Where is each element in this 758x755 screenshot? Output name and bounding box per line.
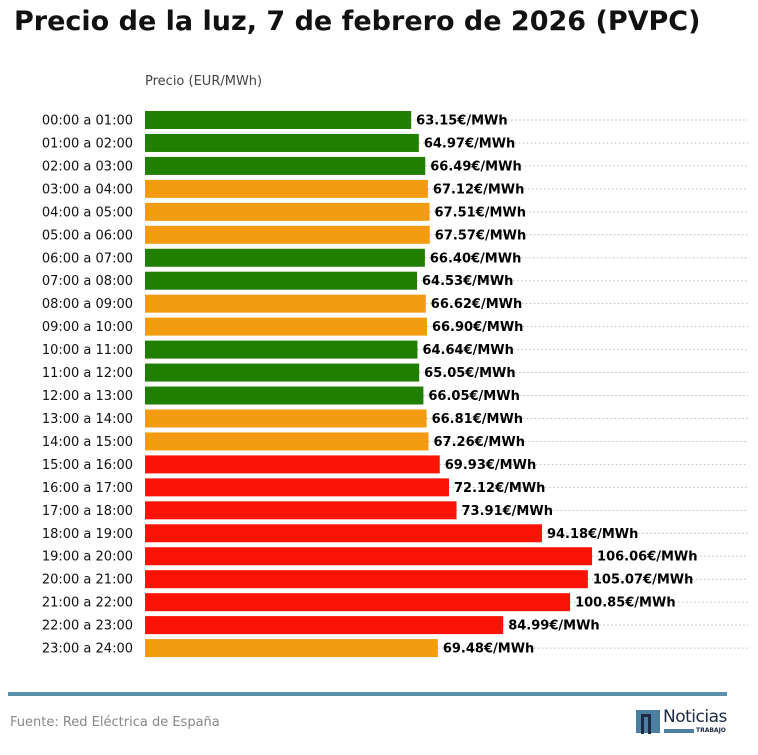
- bar: [145, 639, 438, 658]
- bar: [145, 340, 418, 359]
- data-label: 64.53€/MWh: [422, 274, 513, 289]
- data-label: 67.12€/MWh: [433, 182, 524, 197]
- category-label: 00:00 a 01:00: [42, 114, 133, 129]
- bar: [145, 432, 429, 451]
- category-label: 23:00 a 24:00: [42, 642, 133, 657]
- bar: [145, 111, 412, 129]
- category-label: 05:00 a 06:00: [42, 228, 133, 243]
- category-label: 14:00 a 15:00: [42, 435, 133, 450]
- category-label: 15:00 a 16:00: [42, 458, 133, 473]
- noticias-trabajo-logo: Noticias TRABAJO: [636, 707, 728, 735]
- logo-mark-icon: [636, 710, 660, 734]
- data-label: 105.07€/MWh: [593, 573, 694, 588]
- category-label: 17:00 a 18:00: [42, 504, 133, 519]
- category-label: 11:00 a 12:00: [42, 366, 133, 381]
- data-label: 63.15€/MWh: [416, 114, 507, 129]
- data-label: 94.18€/MWh: [547, 527, 638, 542]
- data-label: 66.81€/MWh: [432, 412, 523, 427]
- logo-underline: [664, 729, 694, 733]
- data-label: 84.99€/MWh: [508, 619, 599, 634]
- category-label: 01:00 a 02:00: [42, 136, 133, 151]
- data-label: 72.12€/MWh: [454, 481, 545, 496]
- bar: [145, 271, 417, 290]
- category-label: 19:00 a 20:00: [42, 550, 133, 565]
- bar: [145, 455, 440, 474]
- bar: [145, 524, 542, 543]
- category-label: 08:00 a 09:00: [42, 297, 133, 312]
- data-label: 100.85€/MWh: [575, 596, 676, 611]
- logo-subtitle: TRABAJO: [696, 727, 726, 734]
- data-label: 66.05€/MWh: [428, 389, 519, 404]
- category-label: 22:00 a 23:00: [42, 619, 133, 634]
- bar: [145, 547, 593, 566]
- source-text: Fuente: Red Eléctrica de España: [10, 715, 220, 730]
- data-label: 65.05€/MWh: [424, 366, 515, 381]
- bar: [145, 593, 571, 612]
- bar: [145, 248, 425, 267]
- bar: [145, 202, 430, 221]
- category-label: 06:00 a 07:00: [42, 251, 133, 266]
- data-label: 67.51€/MWh: [435, 205, 526, 220]
- data-label: 73.91€/MWh: [462, 504, 553, 519]
- category-label: 02:00 a 03:00: [42, 159, 133, 174]
- bar: [145, 294, 426, 313]
- data-label: 106.06€/MWh: [597, 550, 698, 565]
- bar: [145, 478, 449, 497]
- data-label: 64.64€/MWh: [422, 343, 513, 358]
- data-label: 66.40€/MWh: [430, 251, 521, 266]
- footer-divider: [8, 692, 727, 696]
- category-label: 20:00 a 21:00: [42, 573, 133, 588]
- bar: [145, 570, 588, 589]
- logo-word: Noticias: [663, 707, 727, 727]
- bar: [145, 179, 428, 198]
- bar: [145, 156, 426, 175]
- data-label: 67.57€/MWh: [435, 228, 526, 243]
- category-label: 07:00 a 08:00: [42, 274, 133, 289]
- data-label: 66.90€/MWh: [432, 320, 523, 335]
- category-label: 09:00 a 10:00: [42, 320, 133, 335]
- data-label: 69.93€/MWh: [445, 458, 536, 473]
- data-label: 66.49€/MWh: [430, 159, 521, 174]
- bar-chart: 00:00 a 01:00 63.15€/MWh 01:00 a 02:00 64.9…: [42, 111, 748, 658]
- bar: [145, 386, 424, 405]
- data-label: 69.48€/MWh: [443, 642, 534, 657]
- category-label: 18:00 a 19:00: [42, 527, 133, 542]
- category-label: 13:00 a 14:00: [42, 412, 133, 427]
- bar: [145, 225, 430, 244]
- bar: [145, 616, 504, 635]
- category-label: 16:00 a 17:00: [42, 481, 133, 496]
- category-label: 12:00 a 13:00: [42, 389, 133, 404]
- chart-title: Precio de la luz, 7 de febrero de 2026 (…: [14, 6, 701, 37]
- bar: [145, 409, 427, 428]
- category-label: 10:00 a 11:00: [42, 343, 133, 358]
- data-label: 67.26€/MWh: [434, 435, 525, 450]
- data-label: 64.97€/MWh: [424, 136, 515, 151]
- axis-label: Precio (EUR/MWh): [145, 74, 263, 89]
- category-label: 21:00 a 22:00: [42, 596, 133, 611]
- category-label: 03:00 a 04:00: [42, 182, 133, 197]
- data-label: 66.62€/MWh: [431, 297, 522, 312]
- category-label: 04:00 a 05:00: [42, 205, 133, 220]
- bar: [145, 501, 457, 520]
- bar: [145, 363, 420, 382]
- bar: [145, 133, 419, 152]
- bar: [145, 317, 427, 336]
